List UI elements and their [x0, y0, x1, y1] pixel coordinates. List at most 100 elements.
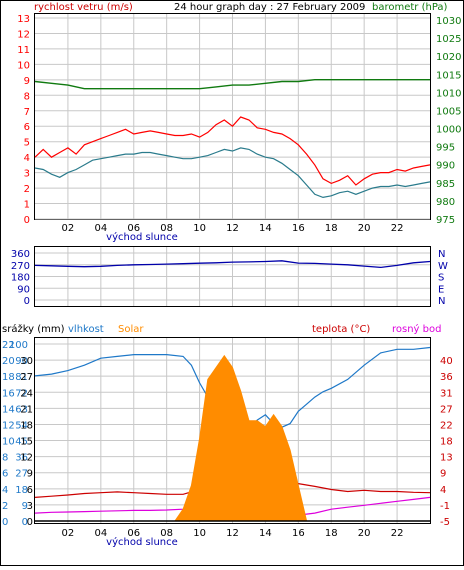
humidity-y-tick-label: 90 [15, 356, 28, 367]
rain-y-tick-label: 14 [2, 404, 15, 415]
rain-sunrise-label: východ slunce [106, 536, 178, 548]
pressure-y-tick-label: 1000 [436, 125, 461, 136]
wind-y-tick-label: 6 [24, 122, 30, 133]
pressure-axis-label: barometr (hPa) [372, 2, 448, 13]
series-pressure-line [34, 78, 430, 90]
rain-y-tick-label: 12 [2, 420, 15, 431]
solar-y-tick-label: 15 [20, 437, 33, 448]
rain-x-tick-label: 12 [226, 528, 239, 539]
solar-y-tick-label: 6 [27, 485, 33, 496]
direction-y-tick-label: 90 [17, 284, 30, 295]
solar-y-tick-label: 12 [20, 453, 33, 464]
solar-y-tick-label: 21 [20, 404, 33, 415]
pressure-y-tick-label: 1020 [436, 52, 461, 63]
rain-y-tick-label: 10 [2, 437, 15, 448]
wind-x-tick-label: 08 [160, 223, 173, 234]
rain-x-tick-label: 14 [259, 528, 272, 539]
temperature-y-tick-label: -1 [440, 501, 450, 512]
wind-y-tick-label: 8 [24, 91, 30, 102]
temperature-y-tick-label: 22 [440, 420, 453, 431]
rain-y-tick-label: 8 [2, 453, 8, 464]
wind-y-tick-label: 2 [24, 184, 30, 195]
wind-y-tick-label: 10 [17, 60, 30, 71]
temperature-y-tick-label: 27 [440, 404, 453, 415]
temperature-y-tick-label: 4 [440, 485, 446, 496]
wind-x-tick-label: 02 [62, 223, 75, 234]
rain-x-tick-label: 04 [94, 528, 107, 539]
wind-x-tick-label: 12 [226, 223, 239, 234]
humidity-y-tick-label: 72 [15, 388, 28, 399]
wind-y-tick-label: 7 [24, 107, 30, 118]
pressure-y-tick-label: 1030 [436, 16, 461, 27]
wind-x-tick-label: 22 [391, 223, 404, 234]
pressure-y-tick-label: 990 [436, 161, 455, 172]
wind-y-tick-label: 1 [24, 200, 30, 211]
rain-x-tick-label: 10 [193, 528, 206, 539]
temperature-y-tick-label: 40 [440, 356, 453, 367]
wind-y-tick-label: 3 [24, 169, 30, 180]
wind-y-tick-label: 4 [24, 153, 30, 164]
wind-x-tick-label: 16 [292, 223, 305, 234]
humidity-y-tick-label: 63 [15, 404, 28, 415]
wind-y-tick-label: 0 [24, 215, 30, 226]
temperature-y-tick-label: 9 [440, 469, 446, 480]
rain-x-tick-label: 06 [127, 528, 140, 539]
wind-y-tick-label: 9 [24, 76, 30, 87]
solar-y-tick-label: 18 [20, 420, 33, 431]
direction-compass-label: N [438, 296, 445, 307]
solar-y-tick-label: 27 [20, 372, 33, 383]
humidity-y-tick-label: 100 [9, 340, 28, 351]
rain-x-tick-label: 08 [160, 528, 173, 539]
wind-x-tick-label: 18 [325, 223, 338, 234]
pressure-y-tick-label: 980 [436, 197, 455, 208]
direction-compass-label: E [438, 284, 444, 295]
temperature-y-tick-label: 31 [440, 388, 453, 399]
temperature-y-tick-label: 13 [440, 453, 453, 464]
series-direction-line [34, 260, 431, 269]
solar-y-tick-label: 9 [27, 469, 33, 480]
solar-y-tick-label: 30 [20, 356, 33, 367]
wind-y-tick-label: 11 [17, 45, 30, 56]
rain-y-tick-label: 6 [2, 469, 8, 480]
series-solar-area [173, 354, 308, 522]
direction-y-tick-label: 270 [11, 261, 30, 272]
humidity-y-tick-label: 45 [15, 437, 28, 448]
pressure-y-tick-label: 1005 [436, 106, 461, 117]
temperature-y-tick-label: 36 [440, 372, 453, 383]
wind-y-tick-label: 13 [17, 14, 30, 25]
direction-compass-label: N [438, 249, 445, 260]
pressure-y-tick-label: 985 [436, 179, 455, 190]
humidity-y-tick-label: 0 [22, 517, 28, 528]
rain-y-tick-label: 20 [2, 356, 15, 367]
wind-axis-label: rychlost vetru (m/s) [34, 2, 133, 13]
pressure-y-tick-label: 975 [436, 215, 455, 226]
humidity-y-tick-label: 18 [15, 485, 28, 496]
humidity-y-tick-label: 9 [22, 501, 28, 512]
wind-x-tick-label: 06 [127, 223, 140, 234]
legend-humidity: vlhkost [68, 324, 104, 335]
direction-y-tick-label: 180 [11, 273, 30, 284]
rain-y-tick-label: 18 [2, 372, 15, 383]
legend-rain: srážky (mm) [2, 323, 65, 335]
wind-y-tick-label: 5 [24, 138, 30, 149]
direction-y-tick-label: 0 [24, 296, 30, 307]
rain-y-tick-label: 4 [2, 485, 8, 496]
wind-x-tick-label: 20 [358, 223, 371, 234]
wind-x-tick-label: 04 [94, 223, 107, 234]
wind-x-tick-label: 14 [259, 223, 272, 234]
series-wind_avg-line [34, 147, 431, 199]
wind-x-tick-label: 10 [193, 223, 206, 234]
humidity-y-tick-label: 81 [15, 372, 28, 383]
rain-x-tick-label: 18 [325, 528, 338, 539]
rain-y-tick-label: 0 [2, 517, 8, 528]
chart-title: 24 hour graph day : 27 February 2009 [174, 2, 365, 13]
pressure-y-tick-label: 995 [436, 143, 455, 154]
wind-y-tick-label: 12 [17, 29, 30, 40]
solar-y-tick-label: 3 [27, 501, 33, 512]
humidity-y-tick-label: 54 [15, 420, 28, 431]
legend-solar: Solar [118, 324, 144, 335]
wind-sunrise-label: východ slunce [106, 231, 178, 243]
rain-x-tick-label: 16 [292, 528, 305, 539]
